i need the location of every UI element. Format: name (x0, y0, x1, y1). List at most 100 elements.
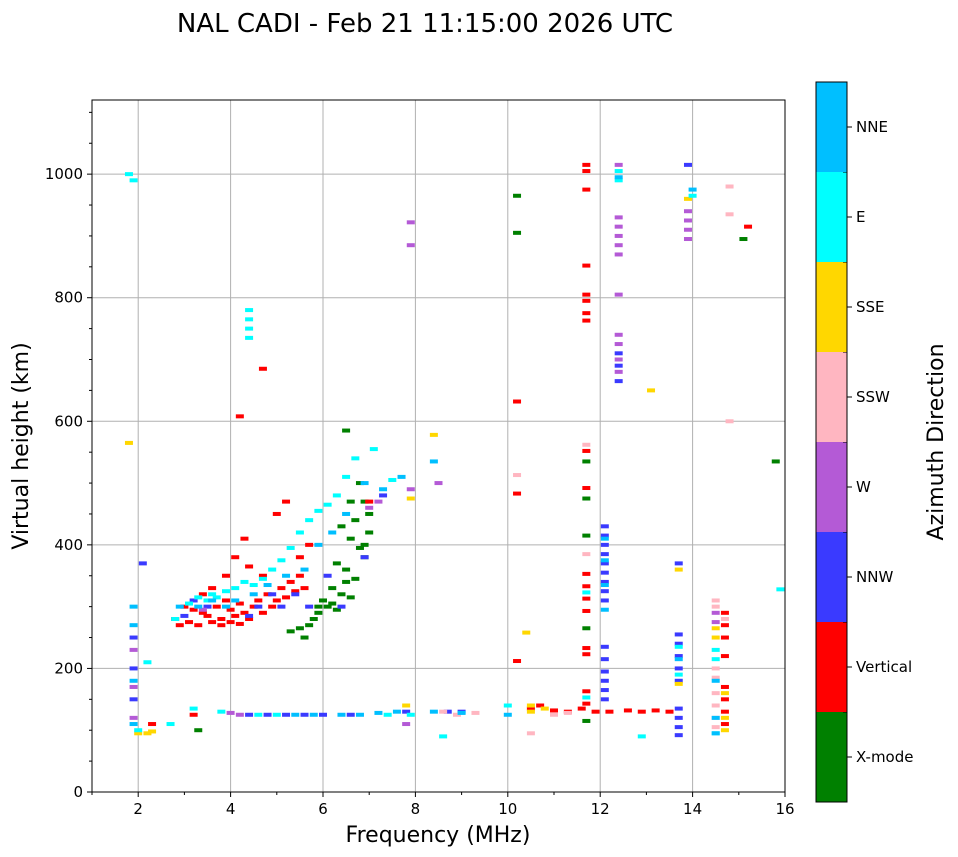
echo-point (129, 715, 138, 720)
echo-point (513, 659, 522, 664)
echo-point (582, 571, 591, 576)
echo-point (600, 570, 609, 575)
echo-point (342, 511, 351, 516)
echo-point (268, 592, 277, 597)
echo-point (582, 486, 591, 491)
echo-point (600, 552, 609, 557)
echo-point (711, 675, 720, 680)
echo-point (582, 608, 591, 613)
echo-point (600, 561, 609, 566)
echo-point (129, 678, 138, 683)
echo-point (383, 712, 392, 717)
echo-point (665, 709, 674, 714)
echo-point (212, 604, 221, 609)
colorbar: X-mode Vertical NNW W SSW SSE E NNE (815, 81, 913, 803)
echo-point (582, 169, 591, 174)
echo-point (600, 542, 609, 547)
echo-point (582, 596, 591, 601)
echo-point (208, 620, 217, 625)
echo-point (124, 172, 133, 177)
echo-point (600, 644, 609, 649)
echo-point (582, 552, 591, 557)
echo-point (208, 598, 217, 603)
colorbar-label: Azimuth Direction (924, 343, 949, 540)
echo-point (513, 230, 522, 235)
echo-point (720, 635, 729, 640)
echo-point (623, 708, 632, 713)
echo-point (175, 604, 184, 609)
echo-point (148, 729, 157, 734)
echo-point (277, 604, 286, 609)
y-tick-label: 600 (54, 412, 83, 430)
echo-point (221, 589, 230, 594)
echo-point (711, 725, 720, 730)
echo-point (346, 712, 355, 717)
echo-point (711, 715, 720, 720)
echo-point (674, 567, 683, 572)
echo-point (291, 712, 300, 717)
x-tick-label: 8 (411, 800, 421, 818)
echo-point (720, 722, 729, 727)
echo-point (129, 178, 138, 183)
echo-point (600, 598, 609, 603)
echo-point (351, 456, 360, 461)
echo-point (614, 292, 623, 297)
x-tick-label: 4 (226, 800, 236, 818)
echo-point (245, 317, 254, 322)
echo-point (614, 369, 623, 374)
echo-point (198, 610, 207, 615)
echo-point (314, 542, 323, 547)
colorbar-swatch (816, 442, 847, 532)
echo-point (360, 542, 369, 547)
plot-frame (91, 99, 786, 793)
echo-point (337, 524, 346, 529)
chart-title: NAL CADI - Feb 21 11:15:00 2026 UTC (177, 9, 673, 39)
echo-point (582, 318, 591, 323)
echo-point (688, 193, 697, 198)
echo-point (683, 162, 692, 167)
echo-point (540, 706, 549, 711)
colorbar-category-label: SSW (856, 388, 890, 406)
echo-point (342, 567, 351, 572)
colorbar-category-label: Vertical (856, 658, 912, 676)
echo-point (332, 561, 341, 566)
echo-point (171, 617, 180, 621)
echo-point (129, 697, 138, 702)
echo-point (323, 502, 332, 507)
echo-point (323, 604, 332, 609)
echo-point (245, 613, 254, 618)
echo-point (379, 493, 388, 498)
echo-point (429, 432, 438, 437)
echo-point (346, 499, 355, 504)
echo-point (582, 646, 591, 651)
echo-point (591, 709, 600, 714)
echo-point (286, 545, 295, 550)
echo-point (582, 590, 591, 595)
echo-point (355, 712, 364, 717)
echo-point (674, 666, 683, 671)
echo-point (550, 712, 558, 717)
echo-point (452, 712, 461, 717)
echo-point (720, 697, 729, 702)
echo-point (332, 493, 341, 498)
echo-point (231, 613, 240, 618)
echo-point (582, 162, 591, 167)
echo-point (189, 607, 198, 612)
echo-point (198, 592, 207, 597)
colorbar-category-label: X-mode (856, 748, 913, 766)
echo-point (614, 175, 623, 180)
echo-point (240, 536, 249, 541)
echo-point (711, 678, 720, 683)
echo-point (674, 632, 683, 637)
echo-point (614, 351, 623, 356)
echo-point (582, 626, 591, 631)
echo-point (226, 607, 235, 612)
axis-ticks: 2 4 6 8 10 12 14 16 0 200 400 600 800 1000 (45, 111, 795, 818)
echo-point (379, 487, 388, 492)
echo-point (328, 586, 337, 591)
y-tick-label: 1000 (45, 165, 83, 183)
echo-point (254, 604, 263, 609)
echo-point (245, 326, 254, 331)
echo-point (235, 712, 244, 717)
echo-point (189, 712, 198, 717)
